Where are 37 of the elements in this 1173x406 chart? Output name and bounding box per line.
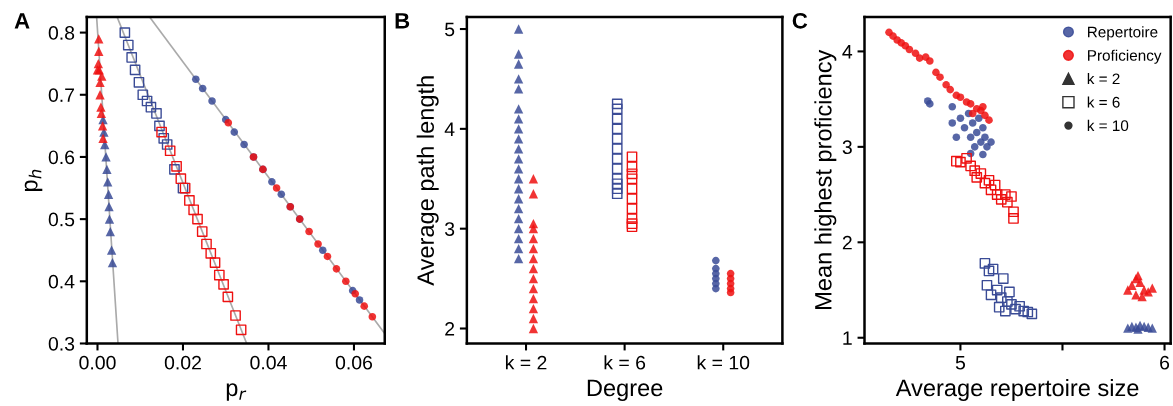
y-tick-label: 2	[842, 235, 852, 250]
y-tick-label: 5	[445, 22, 455, 37]
x-tick-label: 6	[1160, 355, 1170, 370]
x-axis-title: p$_{r}$	[226, 383, 247, 401]
x-tick-label: k = 2	[505, 355, 547, 370]
x-tick-label: k = 10	[697, 355, 750, 370]
annotation: k = 10	[1087, 119, 1129, 132]
annotation: k = 6	[1087, 96, 1120, 108]
legend-label: Proficiency	[1088, 49, 1162, 64]
y-axis-title: Average path length	[416, 76, 439, 286]
y-tick-label: 2	[445, 321, 455, 336]
y-tick-label: 0.4	[48, 274, 75, 289]
x-tick-label: 0.02	[164, 355, 201, 370]
x-tick-label: 0.00	[79, 355, 116, 370]
x-tick-label: k = 6	[604, 355, 646, 370]
y-tick-label: 3	[444, 222, 455, 236]
x-axis-title: Average repertoire size	[895, 378, 1139, 401]
x-tick-label: 5	[955, 356, 966, 370]
y-tick-label: 4	[444, 122, 455, 136]
x-tick-label: 0.06	[335, 355, 373, 370]
y-tick-label: 0.3	[48, 336, 75, 351]
annotation: k = 2	[1087, 73, 1120, 85]
y-tick-label: 3	[842, 140, 852, 155]
y-tick-label: 1	[843, 331, 852, 345]
chart-title: A	[14, 13, 30, 29]
x-axis-title: Degree	[587, 379, 663, 401]
x-tick-label: 0.04	[250, 355, 287, 370]
chart-title: C	[792, 12, 808, 29]
y-tick-label: 0.6	[48, 150, 75, 165]
chart-title: B	[395, 13, 410, 29]
y-tick-label: 0.5	[48, 212, 75, 227]
y-tick-label: 4	[842, 45, 853, 59]
y-tick-label: 0.7	[48, 88, 75, 103]
legend-label: Repertoire	[1088, 26, 1158, 41]
y-tick-label: 0.8	[48, 26, 75, 40]
y-axis-title: p$_{h}$	[24, 169, 43, 192]
y-axis-title: Mean highest proficiency	[814, 49, 837, 309]
